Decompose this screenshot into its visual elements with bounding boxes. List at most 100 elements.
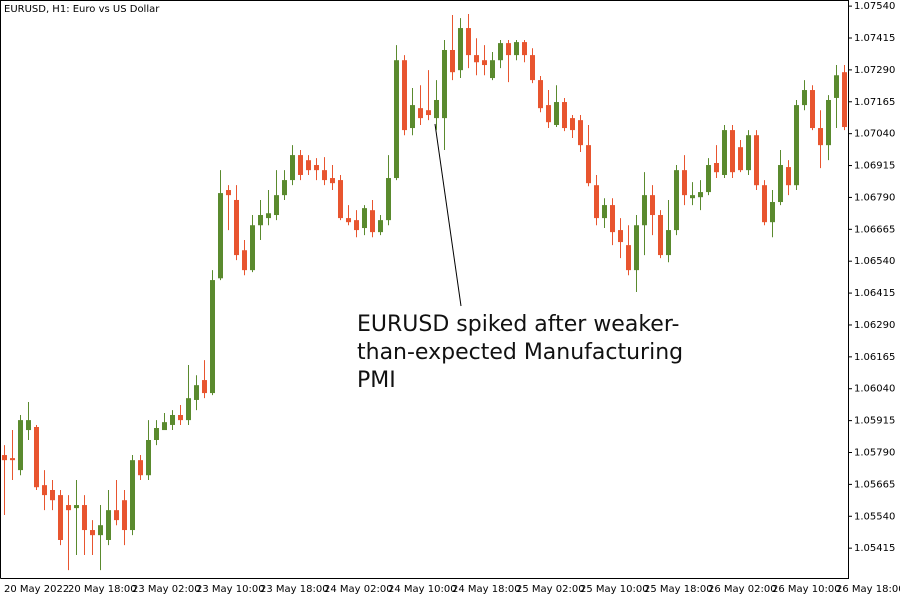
candle-body [274,195,279,216]
candle-body [10,458,15,461]
candle-body [714,162,719,173]
candle-body [386,178,391,221]
candle-body [578,120,583,146]
candle-body [34,426,39,488]
candle-body [106,510,111,540]
candle-body [554,102,559,125]
candle-body [682,170,687,196]
x-tick-label: 25 May 02:00 [516,584,585,595]
candle-body [706,165,711,193]
candle-body [674,170,679,231]
annotation-line: than-expected Manufacturing [357,340,683,365]
candle-body [746,135,751,171]
x-tick-label: 20 May 2022 [4,584,69,595]
y-tick-label: 1.05415 [854,543,895,554]
candle-body [626,245,631,271]
y-tick-label: 1.06290 [854,320,895,331]
candle-body [650,195,655,216]
annotation-line: EURUSD spiked after weaker- [357,312,679,337]
candle-body [314,165,319,171]
candle-body [298,155,303,175]
candle-body [378,220,383,233]
candle-body [242,250,247,271]
candle-body [754,135,759,186]
candle-body [610,205,615,233]
candle-body [186,398,191,421]
candle-body [266,213,271,219]
candle-body [434,99,439,119]
candle-body [818,128,823,146]
candle-body [738,147,743,171]
x-tick-label: 26 May 02:00 [708,584,777,595]
y-tick-label: 1.06790 [854,192,895,203]
candle-body [538,80,543,109]
candle-body [810,90,815,129]
candle-body [338,180,343,219]
candle-body [490,60,495,79]
x-tick-label: 24 May 02:00 [324,584,393,595]
candle-body [250,225,255,271]
candle-body [194,385,199,400]
candle-body [618,230,623,243]
candle-body [762,185,767,223]
candle-body [138,460,143,476]
candle-body [402,60,407,131]
annotation-line: PMI [357,368,396,393]
candle-body [394,60,399,179]
y-tick-label: 1.05915 [854,416,895,427]
candle-body [210,280,215,394]
candle-body [570,118,575,131]
candle-body [546,105,551,123]
candle-body [42,485,47,496]
candle-body [418,108,423,119]
candle-body [730,130,735,173]
candle-body [234,199,239,256]
candle-body [2,455,7,461]
x-tick-label: 23 May 18:00 [260,584,329,595]
candle-body [330,178,335,184]
candle-body [362,208,367,229]
candle-body [426,110,431,116]
x-tick-label: 20 May 18:00 [68,584,137,595]
candle-body [322,170,327,181]
candle-body [346,218,351,223]
candle-body [698,192,703,198]
candle-body [178,415,183,421]
candle-body [18,420,23,471]
x-tick-label: 23 May 02:00 [132,584,201,595]
x-tick-label: 26 May 10:00 [772,584,841,595]
candle-body [786,167,791,186]
candle-body [802,90,807,106]
y-tick-label: 1.07040 [854,129,895,140]
candle-body [146,440,151,476]
y-tick-label: 1.07415 [854,33,895,44]
candle-body [474,55,479,63]
candle-body [130,460,135,531]
y-tick-label: 1.06415 [854,288,895,299]
candle-body [306,160,311,171]
candle-body [282,180,287,196]
x-tick-label: 24 May 10:00 [388,584,457,595]
candle-body [530,55,535,81]
candle-body [586,145,591,184]
y-tick-label: 1.07165 [854,97,895,108]
annotation-pointer [434,123,462,307]
candle-body [602,205,607,219]
candle-body [90,530,95,536]
candle-body [690,195,695,199]
x-tick-label: 24 May 18:00 [452,584,521,595]
candle-body [658,215,663,256]
y-tick-label: 1.06665 [854,224,895,235]
candle-body [666,230,671,256]
candle-body [226,190,231,196]
candle-body [594,185,599,219]
candle-body [450,49,455,73]
candle-body [290,155,295,181]
y-tick-label: 1.05540 [854,511,895,522]
candle-body [642,195,647,226]
candle-body [74,505,79,509]
candle-body [842,72,847,128]
candle-body [410,105,415,129]
